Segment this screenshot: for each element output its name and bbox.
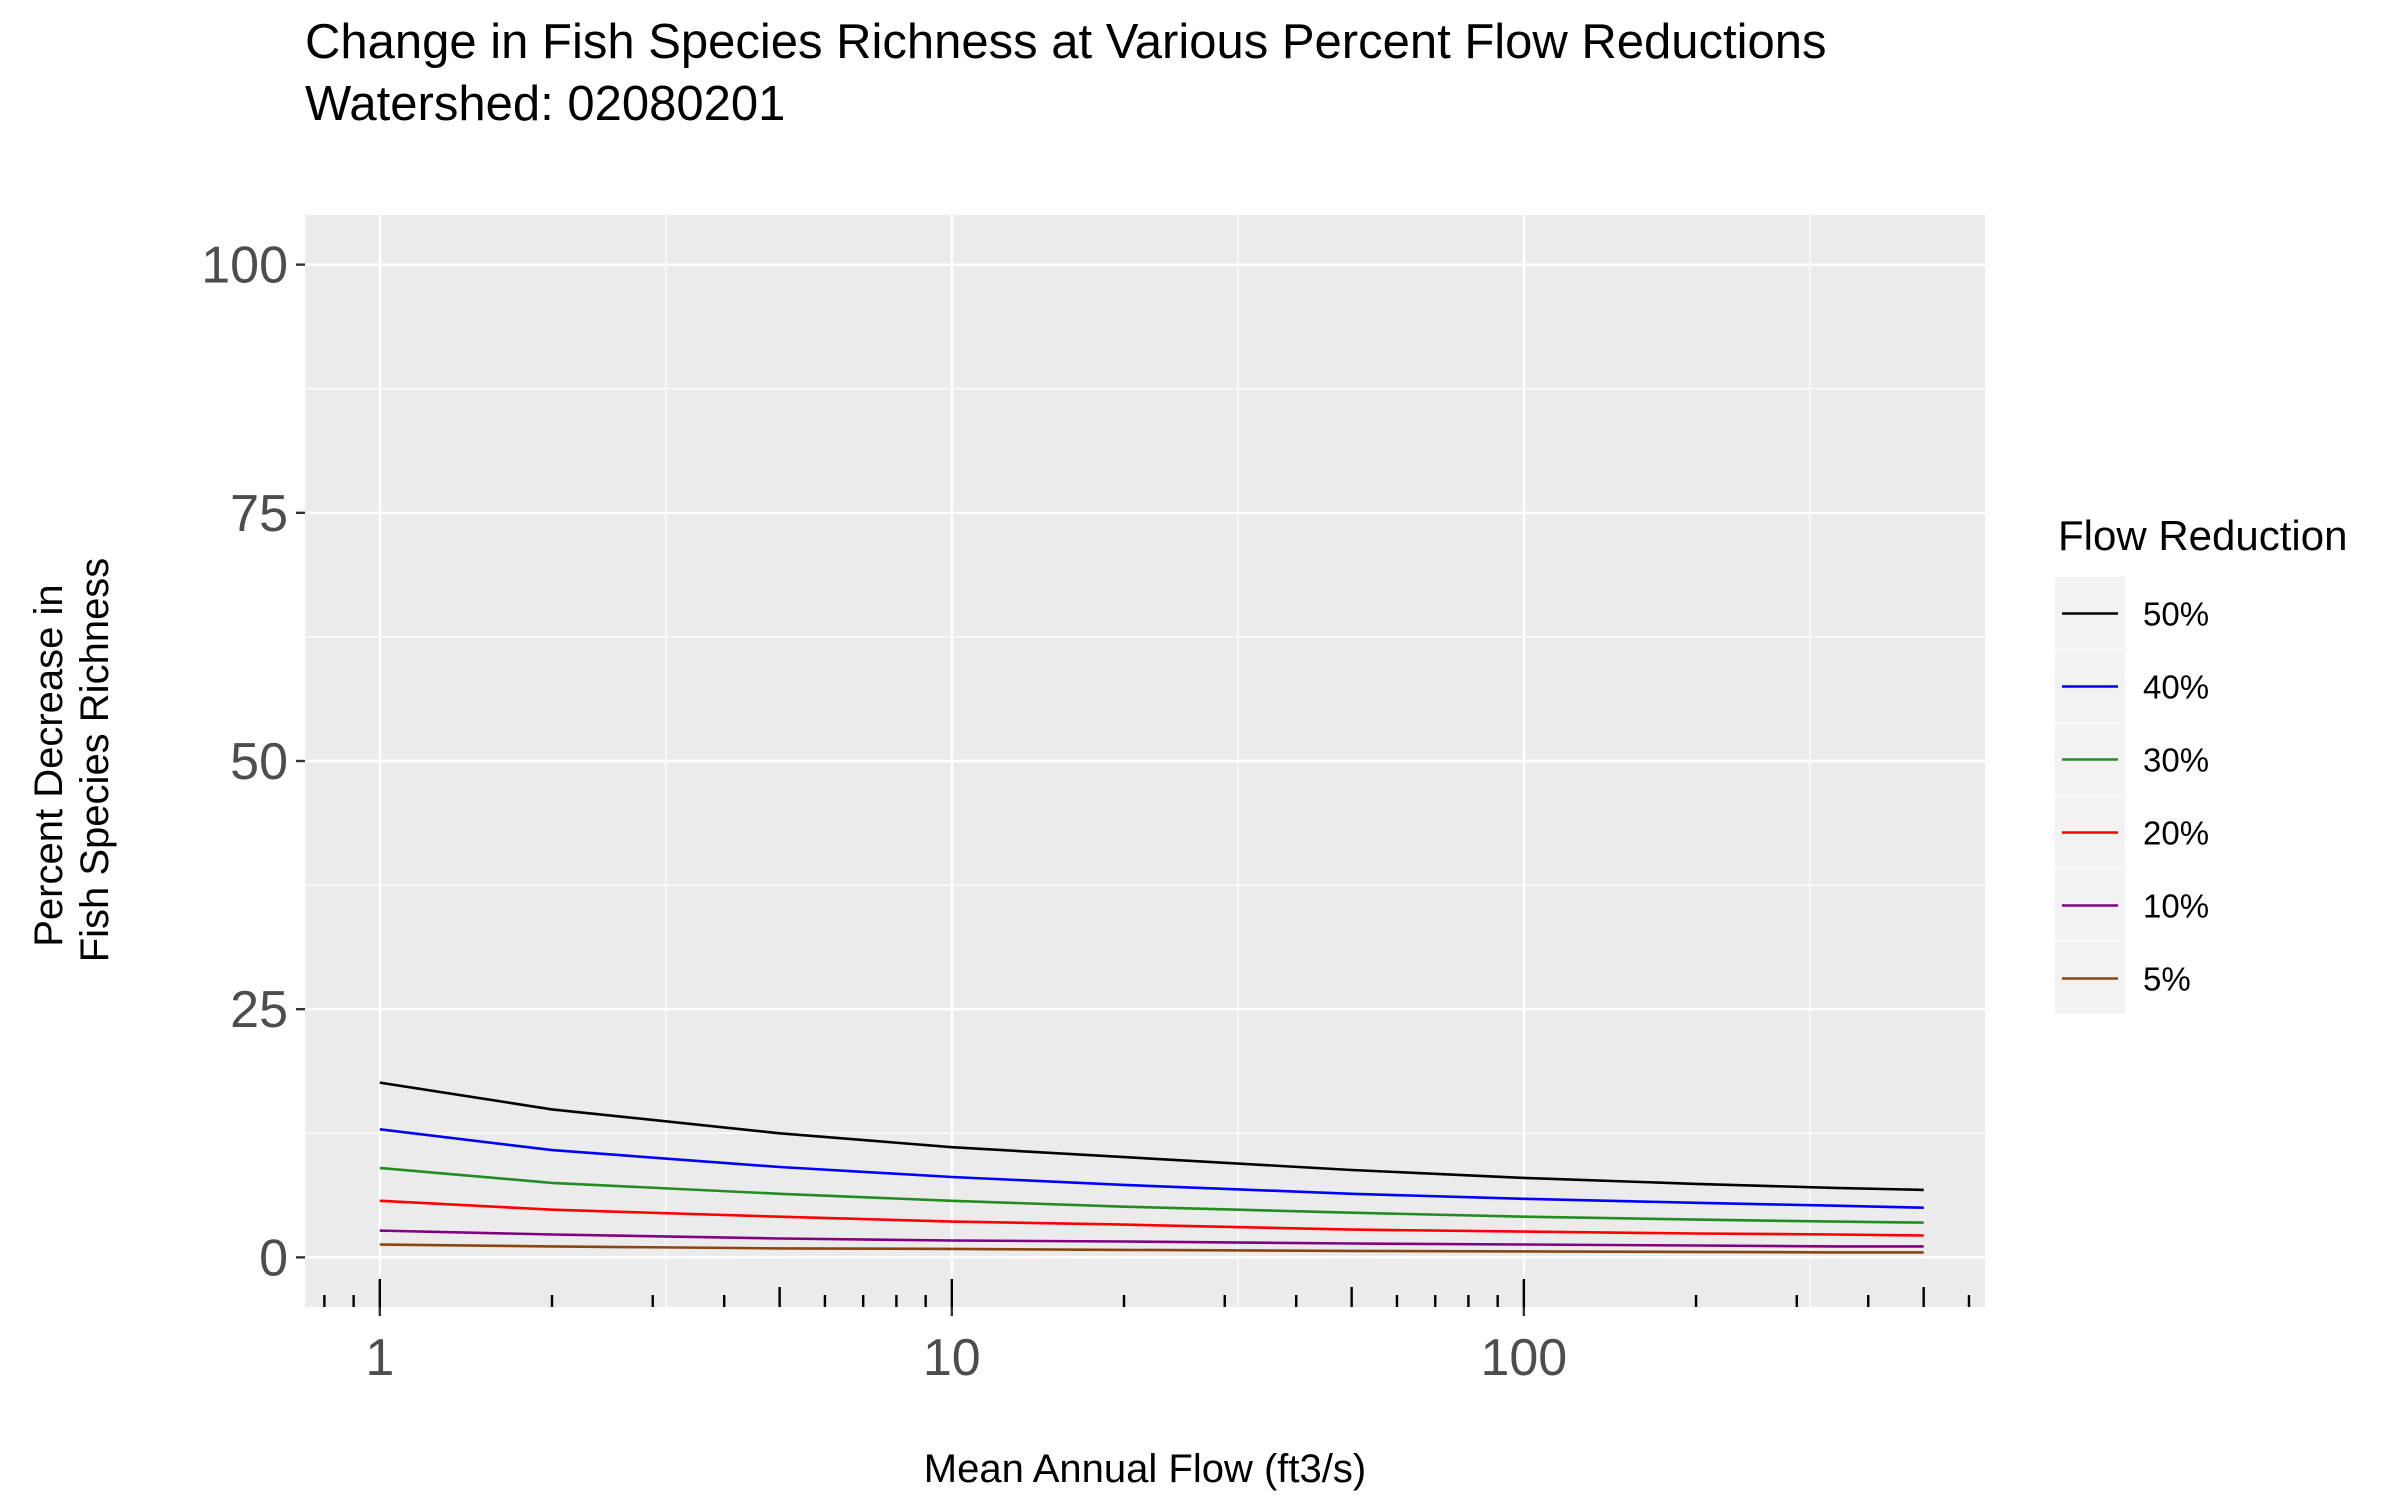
y-axis-title-line-1: Percent Decrease in [27, 584, 71, 946]
series-line-30pct [379, 1166, 1924, 1224]
chart-subtitle: Watershed: 02080201 [305, 77, 786, 131]
y-axis: 0 25 50 75 100 [201, 237, 305, 1287]
series-line-40pct [379, 1128, 1924, 1209]
legend-label: 20% [2143, 815, 2209, 852]
y-axis-title: Percent Decrease in Fish Species Richnes… [27, 558, 117, 963]
x-axis-title: Mean Annual Flow (ft3/s) [924, 1447, 1366, 1491]
x-tick-label: 10 [923, 1329, 981, 1387]
series-line-20pct [379, 1199, 1924, 1237]
y-tick-label: 25 [230, 981, 288, 1039]
y-tick-label: 75 [230, 485, 288, 543]
series-line-10pct [379, 1229, 1924, 1248]
legend-label: 5% [2143, 961, 2191, 998]
x-tick-label: 1 [365, 1329, 394, 1387]
y-tick-label: 0 [259, 1229, 288, 1287]
series-lines [379, 1081, 1924, 1254]
legend-label: 10% [2143, 888, 2209, 925]
legend-title: Flow Reduction [2058, 512, 2347, 559]
legend-label: 30% [2143, 742, 2209, 779]
y-tick-label: 100 [201, 237, 288, 295]
major-gridlines [305, 215, 1985, 1307]
series-line-50pct [379, 1081, 1924, 1192]
y-axis-title-line-2: Fish Species Richness [73, 558, 117, 963]
legend-label: 50% [2143, 596, 2209, 633]
y-tick-label: 50 [230, 733, 288, 791]
legend-label: 40% [2143, 669, 2209, 706]
x-tick-label: 100 [1480, 1329, 1567, 1387]
chart-title: Change in Fish Species Richness at Vario… [305, 15, 1827, 69]
legend: Flow Reduction 50% 40% 30% 20% 10% 5% [2055, 512, 2347, 1014]
series-line-5pct [379, 1243, 1924, 1254]
x-axis: 1 10 100 [323, 1279, 1971, 1387]
